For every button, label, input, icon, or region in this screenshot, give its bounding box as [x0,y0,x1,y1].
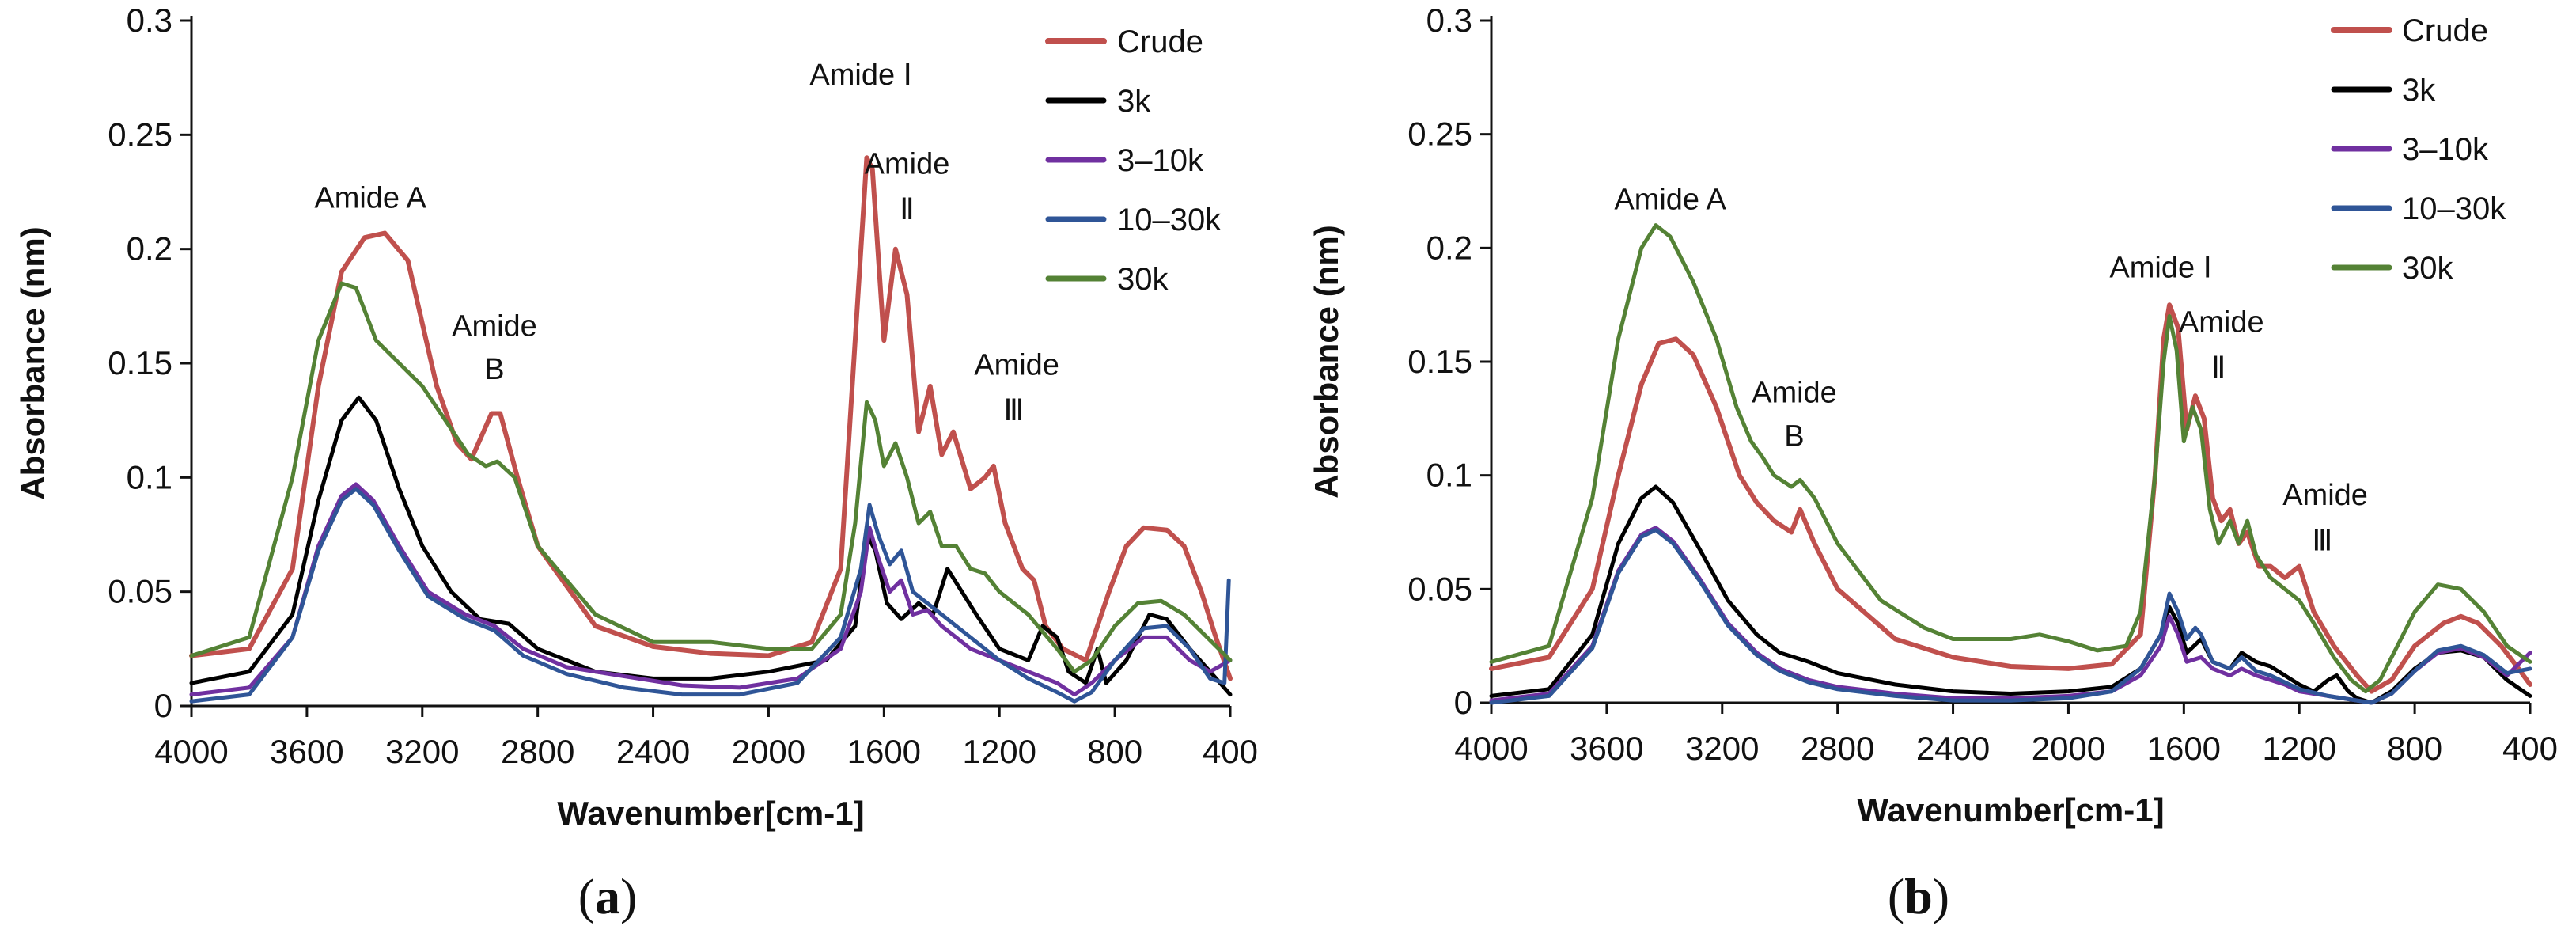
x-tick-label: 2400 [616,733,690,770]
y-tick-label: 0.1 [127,458,172,495]
legend-label: 30k [2402,251,2453,286]
x-axis-label: Wavenumber[cm-1] [557,795,864,832]
peak-annotation: Amide [974,348,1059,381]
peak-annotation: Amide [865,147,950,180]
legend-label: Crude [2402,13,2488,48]
x-tick-label: 2000 [732,733,805,770]
peak-annotation: Amide [2179,306,2264,340]
x-tick-label: 3200 [385,733,459,770]
peak-annotation: B [1784,419,1804,453]
peak-annotation: Amide Ⅰ [809,59,911,92]
x-tick-label: 2800 [1801,730,1874,767]
peak-annotation: Amide A [1614,183,1726,216]
y-tick-label: 0.05 [1407,570,1472,607]
chart-panel-a: 0 0.05 0.1 0.15 0.2 0.25 0.3 4000 3600 3200 2800 24… [14,2,1258,924]
x-tick-label: 1200 [2263,730,2336,767]
series-line-30k [1489,223,2532,694]
y-tick-label: 0.25 [1407,116,1472,153]
x-tick-label: 3200 [1685,730,1759,767]
y-tick-label: 0 [154,687,172,724]
y-tick-label: 0.15 [1407,343,1472,380]
x-tick-label: 1600 [2147,730,2221,767]
peak-annotation: Amide Ⅰ [2109,252,2211,285]
panel-label: (b) [1888,868,1949,924]
x-tick-label: 3600 [1570,730,1643,767]
panel-label: (a) [578,868,638,924]
legend-label: 3–10k [1117,143,1204,178]
x-tick-label: 3600 [270,733,343,770]
peak-annotation: Ⅲ [2312,524,2332,557]
legend-label: 30k [1117,262,1169,297]
series-line-crude [189,155,1233,681]
x-tick-label: 4000 [1454,730,1528,767]
legend-label: 3k [1117,84,1151,119]
peak-annotation: Amide A [314,182,426,215]
peak-annotation: Ⅱ [2211,351,2226,385]
peak-annotation: Ⅱ [900,193,915,226]
series-line-10-30k [189,487,1231,704]
legend-label: 10–30k [1117,203,1222,237]
x-tick-label: 1600 [847,733,921,770]
y-axis-label: Absorbance (nm) [14,226,51,499]
legend-label: Crude [1117,25,1203,59]
legend-label: 10–30k [2402,192,2506,226]
x-tick-label: 800 [2387,730,2442,767]
x-tick-label: 800 [1087,733,1142,770]
y-tick-label: 0.25 [108,116,172,153]
peak-annotation: B [484,353,504,386]
legend-label: 3k [2402,73,2436,108]
x-tick-label: 2800 [501,733,574,770]
peak-annotation: Amide [452,309,537,343]
x-tick-label: 400 [1203,733,1258,770]
x-tick-label: 1200 [963,733,1036,770]
x-tick-label: 400 [2502,730,2558,767]
series-line-30k [189,281,1233,674]
y-tick-label: 0.2 [127,230,172,268]
chart-panel-b: 0 0.05 0.1 0.15 0.2 0.25 0.3 4000 3600 3200 2800 24… [1308,2,2558,924]
y-tick-label: 0 [1454,684,1472,721]
peak-annotation: Amide [2282,479,2368,512]
y-tick-label: 0.15 [108,344,172,381]
peak-annotation: Amide [1752,377,1837,410]
x-tick-label: 4000 [154,733,228,770]
x-tick-label: 2000 [2032,730,2105,767]
x-axis-label: Wavenumber[cm-1] [1857,791,2164,829]
series-line-10-30k [1489,528,2532,705]
y-tick-label: 0.3 [127,2,172,39]
y-tick-label: 0.2 [1426,229,1472,266]
y-axis-label: Absorbance (nm) [1308,225,1345,498]
legend-label: 3–10k [2402,132,2489,167]
y-tick-label: 0.3 [1426,2,1472,39]
x-tick-label: 2400 [1916,730,1990,767]
series-line-3-10k [189,482,1233,697]
y-tick-label: 0.1 [1426,457,1472,494]
series-line-3k [189,395,1233,697]
peak-annotation: Ⅲ [1003,394,1024,427]
y-tick-label: 0.05 [108,573,172,610]
